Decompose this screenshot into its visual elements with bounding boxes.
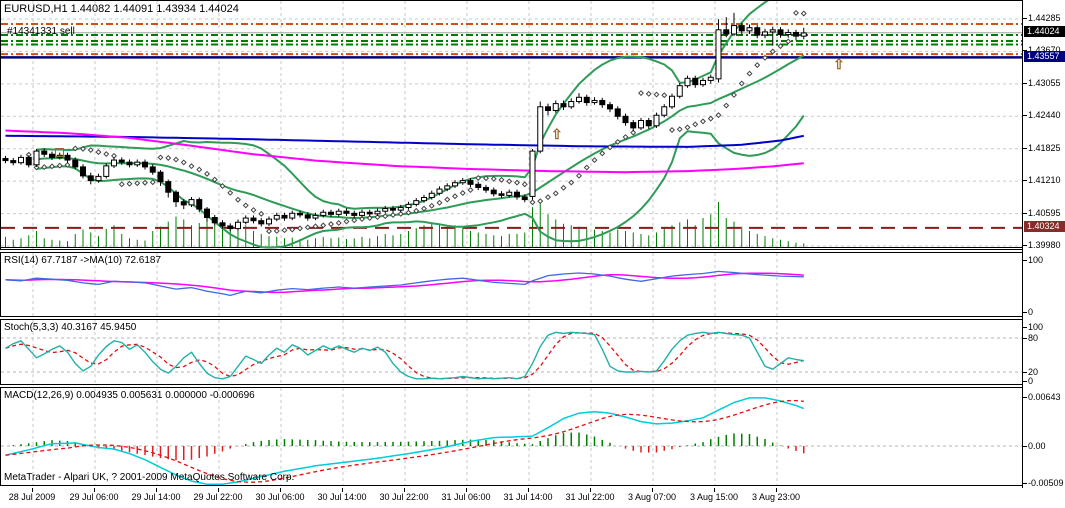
stochastic-label: Stoch(5,3,3) 40.3167 45.9450 — [4, 322, 137, 333]
axis-tick — [1023, 338, 1027, 339]
time-tick-label: 3 Aug 23:00 — [751, 492, 801, 502]
stochastic-indicator-pane[interactable]: Stoch(5,3,3) 40.3167 45.9450 — [0, 319, 1022, 385]
time-tick — [156, 488, 157, 492]
time-tick-label: 30 Jul 14:00 — [317, 492, 367, 502]
axis-tick — [1023, 115, 1027, 117]
price-tick-label: 1.39980 — [1028, 240, 1061, 250]
time-tick — [466, 488, 467, 492]
price-marker-box: 1.43557 — [1024, 50, 1065, 62]
main-chart-canvas[interactable] — [1, 1, 1022, 249]
price-tick-label: 1.42440 — [1028, 110, 1061, 121]
price-tick-label: 1.41825 — [1028, 142, 1061, 153]
macd-canvas[interactable] — [1, 388, 1022, 485]
axis-tick — [1023, 82, 1027, 84]
time-tick-label: 28 Jul 2009 — [8, 492, 56, 502]
price-tick-label: 1.40595 — [1028, 207, 1061, 218]
rsi-tick-label: 0 — [1028, 307, 1034, 317]
time-tick — [652, 488, 653, 492]
sell-order-label[interactable]: #14341331 sell — [7, 26, 75, 37]
time-tick-label: 31 Jul 06:00 — [441, 492, 491, 502]
time-tick-label: 3 Aug 15:00 — [689, 492, 739, 502]
time-tick-label: 3 Aug 07:00 — [627, 492, 677, 502]
macd-indicator-pane[interactable]: MACD(12,26,9) 0.004935 0.005631 0.000000… — [0, 387, 1022, 486]
rsi-indicator-pane[interactable]: RSI(14) 67.7187 ->MA(10) 72.6187 — [0, 252, 1022, 317]
price-tick-label: 1.44285 — [1028, 13, 1061, 23]
time-tick — [32, 488, 33, 492]
time-tick-label: 29 Jul 22:00 — [193, 492, 243, 502]
axis-tick — [1023, 312, 1027, 313]
macd-tick-label: 0.00643 — [1028, 392, 1061, 402]
time-axis[interactable]: 28 Jul 2009 29 Jul 06:00 29 Jul 14:00 29 Ju… — [0, 488, 1022, 508]
axis-tick — [1023, 260, 1027, 261]
stoch-tick-label: 0 — [1028, 376, 1034, 386]
time-tick-label: 31 Jul 22:00 — [565, 492, 615, 502]
axis-tick — [1023, 397, 1027, 398]
time-tick — [280, 488, 281, 492]
rsi-tick-label: 100 — [1028, 255, 1044, 265]
time-tick-label: 29 Jul 14:00 — [131, 492, 181, 502]
order-open-marker — [55, 148, 64, 158]
stoch-tick-label: 20 — [1028, 367, 1039, 377]
time-tick — [528, 488, 529, 492]
axis-tick — [1023, 245, 1027, 246]
macd-tick-label: 0.00 — [1028, 441, 1046, 451]
buy-arrow-icon: ⇧ — [551, 126, 563, 143]
axis-tick — [1023, 372, 1027, 373]
buy-arrow-icon: ⇧ — [833, 56, 845, 73]
time-tick — [714, 488, 715, 492]
axis-tick — [1023, 327, 1027, 328]
rsi-label: RSI(14) 67.7187 ->MA(10) 72.6187 — [4, 255, 162, 266]
axis-tick — [1023, 180, 1027, 182]
stoch-tick-label: 80 — [1028, 333, 1039, 343]
price-tick-label: 1.43055 — [1028, 77, 1061, 88]
axis-tick — [1023, 446, 1027, 447]
macd-label: MACD(12,26,9) 0.004935 0.005631 0.000000… — [4, 390, 255, 401]
rsi-canvas[interactable] — [1, 253, 1022, 316]
time-tick-label: 30 Jul 06:00 — [255, 492, 305, 502]
time-tick — [218, 488, 219, 492]
time-tick-label: 30 Jul 22:00 — [379, 492, 429, 502]
price-tick-label: 1.41210 — [1028, 175, 1061, 186]
axis-tick — [1023, 147, 1027, 149]
main-price-pane[interactable]: EURUSD,H1 1.44082 1.44091 1.43934 1.4402… — [0, 0, 1022, 250]
price-marker-box: 1.44024 — [1024, 26, 1065, 38]
time-tick-label: 31 Jul 14:00 — [503, 492, 553, 502]
axis-tick — [1023, 18, 1027, 19]
axis-tick — [1023, 381, 1027, 382]
copyright-text: MetaTrader - Alpari UK, ? 2001-2009 Meta… — [4, 472, 295, 483]
time-tick — [590, 488, 591, 492]
symbol-title: EURUSD,H1 1.44082 1.44091 1.43934 1.4402… — [4, 3, 239, 15]
stoch-tick-label: 100 — [1028, 322, 1044, 332]
time-tick — [776, 488, 777, 492]
time-tick — [404, 488, 405, 492]
time-tick-label: 29 Jul 06:00 — [69, 492, 119, 502]
macd-tick-label: -0.00509 — [1028, 478, 1064, 488]
axis-tick — [1023, 212, 1027, 214]
axis-tick — [1023, 483, 1027, 484]
price-marker-box: 1.40324 — [1024, 221, 1065, 233]
stochastic-canvas[interactable] — [1, 320, 1022, 384]
time-tick — [94, 488, 95, 492]
time-tick — [342, 488, 343, 492]
price-tick-label: 1.43670 — [1028, 45, 1061, 55]
price-axis[interactable]: 1.44285 1.43670 1.43055 1.42440 1.41825 1.412… — [1022, 0, 1065, 488]
